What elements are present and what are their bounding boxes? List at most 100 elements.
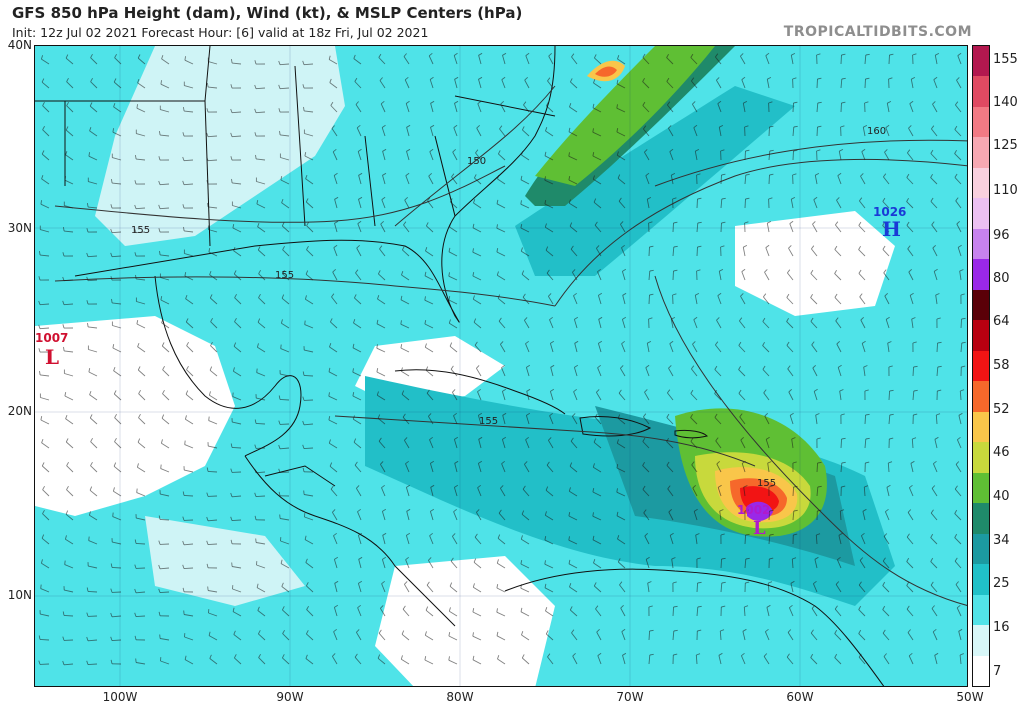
- wind-barb: [448, 251, 458, 257]
- wind-barb: [522, 488, 530, 497]
- wind-barb-flag: [134, 588, 137, 593]
- wind-barb-flag: [837, 364, 842, 368]
- wind-barb: [765, 247, 770, 257]
- wind-barb-flag: [544, 176, 546, 181]
- wind-barb-flag: [769, 173, 774, 176]
- wind-barb-flag: [648, 221, 653, 224]
- wind-barb: [621, 631, 626, 641]
- wind-barb: [474, 536, 482, 545]
- wind-barb: [402, 608, 410, 617]
- wind-barb: [956, 607, 962, 617]
- wind-barb-flag: [206, 563, 209, 568]
- wind-barb-flag: [936, 413, 941, 416]
- wind-barb: [258, 657, 266, 665]
- wind-barb-flag: [138, 389, 141, 394]
- wind-barb: [329, 346, 338, 353]
- wind-barb: [281, 297, 290, 305]
- wind-barb: [863, 486, 866, 497]
- wind-barb-flag: [522, 293, 526, 298]
- wind-barb: [521, 273, 530, 281]
- wind-barb: [573, 367, 578, 377]
- wind-barb: [598, 319, 602, 329]
- wind-barb-flag: [648, 317, 653, 320]
- wind-barb: [738, 393, 746, 401]
- wind-barb-flag: [352, 415, 355, 420]
- wind-barb-flag: [838, 532, 843, 536]
- wind-barb: [768, 510, 771, 521]
- wind-barb: [377, 657, 386, 665]
- wind-barb: [333, 247, 338, 257]
- wind-barb: [569, 202, 578, 209]
- wind-barb-flag: [789, 220, 794, 224]
- wind-barb: [816, 462, 819, 473]
- wind-barb: [546, 464, 554, 473]
- wind-barb: [596, 631, 602, 641]
- wind-barb-flag: [544, 560, 546, 565]
- wind-barb-flag: [861, 532, 865, 537]
- colorbar-segment: [973, 259, 989, 291]
- wind-barb: [957, 55, 962, 65]
- wind-barb: [184, 85, 194, 89]
- wind-barb-flag: [182, 587, 185, 592]
- wind-barb: [643, 416, 650, 425]
- wind-barb: [333, 607, 338, 617]
- wind-barb-flag: [354, 77, 358, 82]
- wind-barb-flag: [645, 172, 650, 176]
- wind-barb: [113, 393, 122, 401]
- wind-barb: [858, 656, 866, 665]
- wind-barb-flag: [381, 580, 385, 585]
- wind-barb: [356, 632, 362, 641]
- wind-barb-flag: [206, 132, 209, 137]
- wind-barb-flag: [841, 437, 846, 440]
- wind-barb-flag: [841, 77, 846, 80]
- wind-barb: [934, 655, 938, 665]
- wind-barb-flag: [230, 132, 233, 137]
- wind-barb-flag: [332, 148, 337, 153]
- wind-barb: [672, 222, 674, 233]
- wind-barb: [835, 584, 842, 593]
- wind-barb-flag: [789, 604, 793, 609]
- wind-barb: [137, 441, 146, 449]
- wind-barb-flag: [209, 366, 213, 371]
- wind-barb-flag: [691, 461, 695, 466]
- wind-barb: [328, 371, 338, 377]
- wind-barb: [333, 535, 338, 545]
- wind-barb: [255, 111, 266, 114]
- wind-barb-flag: [184, 655, 187, 660]
- wind-barb: [114, 441, 122, 449]
- wind-barb-flag: [958, 628, 963, 632]
- wind-barb: [617, 561, 626, 569]
- wind-barb-flag: [549, 316, 553, 321]
- wind-barb: [255, 471, 266, 474]
- wind-barb-flag: [66, 461, 69, 466]
- wind-barb-flag: [621, 340, 625, 345]
- wind-barb-flag: [231, 178, 233, 183]
- wind-barb: [256, 397, 266, 401]
- wind-barb-flag: [883, 269, 887, 274]
- wind-barb-flag: [572, 269, 576, 273]
- wind-barb-flag: [622, 316, 627, 320]
- wind-barb-flag: [448, 607, 451, 612]
- wind-barb-flag: [478, 76, 483, 80]
- wind-barb-flag: [62, 611, 65, 616]
- wind-barb-flag: [425, 366, 429, 371]
- wind-barb: [112, 131, 122, 137]
- wind-barb-flag: [593, 582, 597, 587]
- wind-barb: [521, 154, 530, 161]
- wind-barb-flag: [158, 515, 161, 520]
- wind-barb: [692, 343, 698, 353]
- wind-barb-flag: [544, 536, 547, 541]
- wind-barb-flag: [62, 660, 65, 665]
- wind-barb: [478, 79, 482, 89]
- calm-area-colombia: [375, 556, 555, 686]
- wind-barb-flag: [569, 78, 573, 83]
- wind-barb-flag: [160, 80, 163, 85]
- wind-barb-flag: [62, 636, 65, 641]
- wind-barb: [908, 655, 914, 665]
- wind-barb-flag: [956, 604, 961, 609]
- wind-barb: [496, 251, 506, 257]
- wind-barb-flag: [428, 557, 432, 561]
- wind-barb: [884, 295, 890, 305]
- wind-barb: [668, 367, 674, 377]
- wind-barb: [449, 585, 458, 593]
